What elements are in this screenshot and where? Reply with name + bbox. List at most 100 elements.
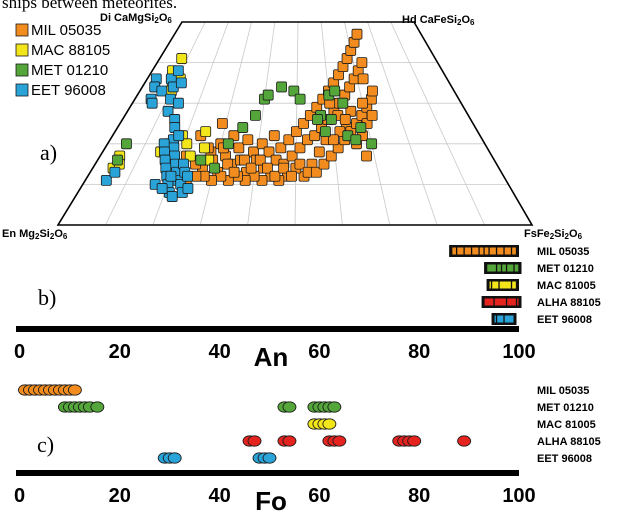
quad-point [262,162,273,174]
quad-point [239,154,250,166]
quad-point [366,109,378,121]
panel-label-b: b) [38,285,56,310]
quadrilateral-outline [56,21,534,226]
quad-point [309,130,321,142]
fo-point [67,384,82,396]
quad-point [176,53,188,64]
quad-point [298,118,309,129]
pyroxene-quadrilateral-plot: Di CaMgSi2O6 Hd CaFeSi2O6 En Mg2Si2O6 Fs… [2,12,583,241]
vertex-label-en: En Mg2Si2O6 [2,228,68,241]
an-range-fill [487,264,519,272]
quad-point [156,85,168,97]
fo-point [457,435,472,447]
x-tick-label: 60 [308,485,330,507]
grid-line [294,21,299,226]
legend-entry: MAC 88105 [31,42,110,59]
quad-point [112,154,123,166]
quad-point [357,97,368,109]
quad-point [351,28,363,40]
fo-point [262,452,277,464]
quad-point [216,118,228,129]
quad-point [228,166,240,178]
an-series-label: MIL 05035 [537,246,589,258]
fo-series-label: MAC 81005 [537,419,596,431]
x-tick-label: 80 [408,341,430,363]
quadrilateral-grid [56,21,534,226]
fo-point [327,401,342,413]
fo-point [282,435,297,447]
axis-bar [16,470,519,476]
quad-point [166,191,178,202]
quad-point [366,138,378,150]
quad-point [256,138,268,150]
vertex-label-di: Di CaMgSi2O6 [100,12,172,25]
quad-point [286,150,298,162]
quad-point [319,126,331,138]
quad-point [288,85,300,97]
quad-point [263,146,275,158]
legend-entry: MIL 05035 [31,22,101,39]
quad-point [328,134,339,146]
quad-point [357,73,369,85]
quad-point [313,146,325,158]
an-range-plot: b) MIL 05035 MET 01210 MAC 81005 ALHA 88105… [14,245,601,372]
quad-point [350,134,362,146]
quad-point [209,162,220,174]
quad-point [276,81,287,93]
x-tick-label: 20 [109,485,131,507]
quad-point [173,97,184,109]
x-axis-title: An [254,342,289,372]
x-tick-label: 100 [502,341,535,363]
an-series-label: MAC 81005 [537,280,596,292]
fo-series-label: EET 96008 [537,453,592,465]
legend-swatch [15,83,29,97]
panel-label-c: c) [37,432,54,457]
quad-point [268,130,280,142]
quad-point [182,170,193,182]
fo-point [247,435,262,447]
quad-point [200,126,212,138]
x-tick-label: 40 [208,341,230,363]
quad-point [184,150,196,162]
x-tick-label: 100 [502,485,535,507]
quad-point [294,158,306,170]
quad-point [233,142,245,154]
grid-line [105,21,206,226]
quad-point [165,170,177,182]
x-tick-label: 60 [308,341,330,363]
x-tick-label: 0 [14,485,25,507]
quad-point [337,97,349,109]
fo-series-label: MIL 05035 [537,385,589,397]
quad-point [262,89,274,101]
quad-point [195,154,207,166]
vertex-label-hd: Hd CaFeSi2O6 [402,14,475,27]
an-series-label: ALHA 88105 [537,297,601,309]
quad-point [182,183,194,194]
quad-point [199,142,210,154]
grid-line [247,21,276,226]
an-series-label: MET 01210 [537,263,594,275]
an-range-fill [484,298,519,306]
quad-point [345,105,357,117]
quad-point [109,166,121,178]
quad-point [290,126,302,138]
legend-swatch [15,63,29,77]
quad-point [172,65,184,77]
legend-entry: MET 01210 [31,62,108,79]
fo-point [407,435,422,447]
quad-point [146,97,158,109]
fo-series-label: MET 01210 [537,402,594,414]
an-series-label: EET 96008 [537,314,592,326]
legend-entry: EET 96008 [31,82,106,99]
caption-fragment: ships between meteorites. [2,0,177,12]
fo-point [167,452,182,464]
axis-bar [16,326,519,332]
x-tick-label: 40 [208,485,230,507]
x-tick-label: 0 [14,341,25,363]
quad-point [250,109,261,121]
x-tick-label: 20 [109,341,131,363]
quad-point [325,114,337,125]
fo-series-label: ALHA 88105 [537,436,601,448]
quad-point [245,162,257,174]
quad-point [275,142,287,154]
